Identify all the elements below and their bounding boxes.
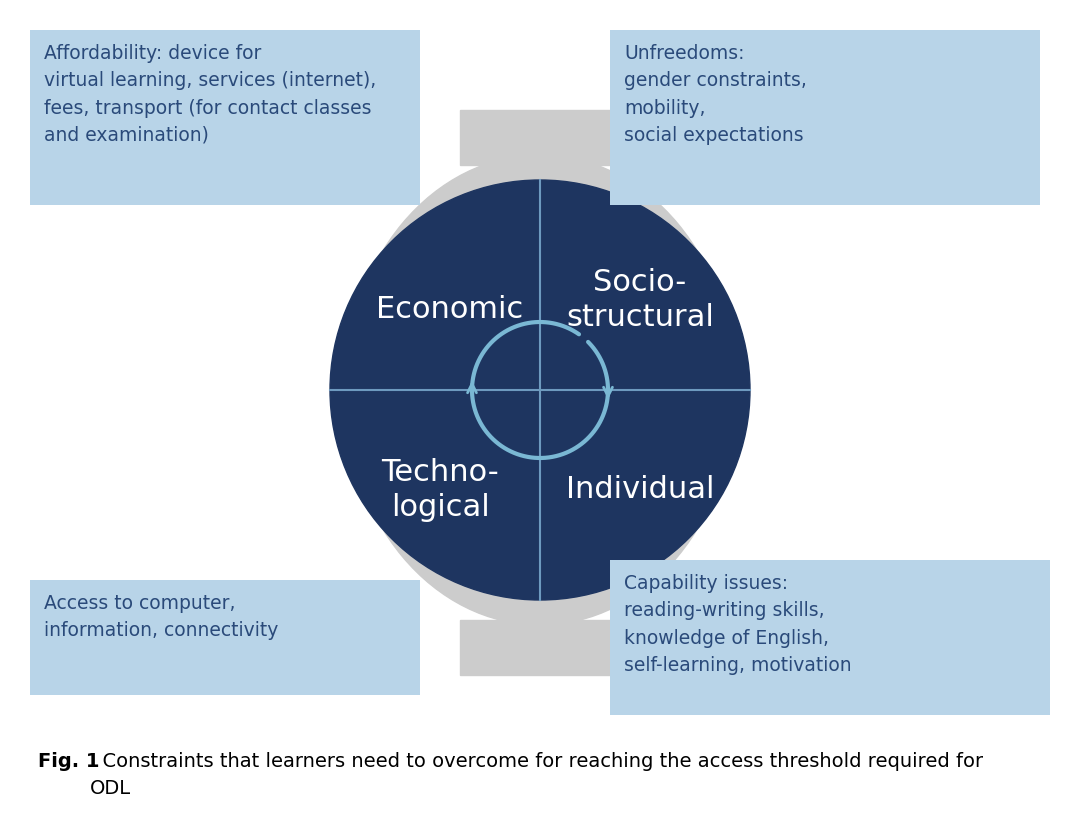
Ellipse shape xyxy=(345,155,735,625)
Circle shape xyxy=(330,180,750,600)
Text: Techno-
logical: Techno- logical xyxy=(381,457,499,522)
FancyBboxPatch shape xyxy=(30,580,420,695)
Text: Economic: Economic xyxy=(376,295,524,324)
Bar xyxy=(460,110,620,165)
Text: Affordability: device for
virtual learning, services (internet),
fees, transport: Affordability: device for virtual learni… xyxy=(44,44,376,145)
Text: Individual: Individual xyxy=(566,476,714,504)
Text: Access to computer,
information, connectivity: Access to computer, information, connect… xyxy=(44,594,279,640)
Text: Unfreedoms:
gender constraints,
mobility,
social expectations: Unfreedoms: gender constraints, mobility… xyxy=(624,44,807,145)
FancyBboxPatch shape xyxy=(30,30,420,205)
Bar xyxy=(460,620,620,675)
Text: Capability issues:
reading-writing skills,
knowledge of English,
self-learning, : Capability issues: reading-writing skill… xyxy=(624,574,852,675)
FancyBboxPatch shape xyxy=(610,30,1040,205)
FancyBboxPatch shape xyxy=(610,560,1050,715)
Text: Fig. 1: Fig. 1 xyxy=(38,752,99,771)
Text: Socio-
structural: Socio- structural xyxy=(566,268,714,333)
Text: Constraints that learners need to overcome for reaching the access threshold req: Constraints that learners need to overco… xyxy=(90,752,983,798)
